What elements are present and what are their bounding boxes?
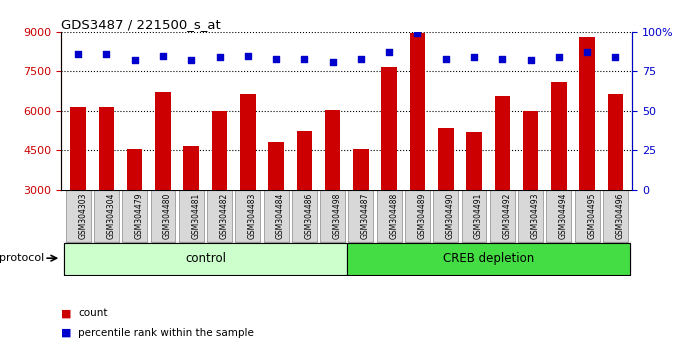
Point bbox=[384, 50, 394, 55]
Point bbox=[186, 57, 197, 63]
Text: CREB depletion: CREB depletion bbox=[443, 252, 534, 265]
FancyBboxPatch shape bbox=[348, 190, 373, 242]
Text: GSM304495: GSM304495 bbox=[587, 193, 596, 239]
Bar bbox=[410, 33, 425, 190]
FancyBboxPatch shape bbox=[122, 190, 147, 242]
Bar bbox=[211, 111, 227, 190]
FancyBboxPatch shape bbox=[462, 190, 486, 242]
FancyBboxPatch shape bbox=[575, 190, 600, 242]
Point bbox=[158, 53, 169, 58]
Bar bbox=[71, 107, 86, 190]
Text: GSM304494: GSM304494 bbox=[559, 193, 568, 239]
Bar bbox=[127, 149, 143, 190]
Text: GSM304493: GSM304493 bbox=[530, 193, 540, 239]
Point bbox=[469, 54, 479, 60]
Text: GSM304490: GSM304490 bbox=[446, 193, 455, 239]
Bar bbox=[608, 94, 623, 190]
FancyBboxPatch shape bbox=[603, 190, 628, 242]
FancyBboxPatch shape bbox=[320, 190, 345, 242]
FancyBboxPatch shape bbox=[264, 190, 288, 242]
Bar bbox=[494, 96, 510, 190]
FancyBboxPatch shape bbox=[433, 190, 458, 242]
Text: GSM304479: GSM304479 bbox=[135, 193, 143, 239]
Text: GSM304487: GSM304487 bbox=[361, 193, 370, 239]
Point bbox=[356, 56, 367, 62]
Point bbox=[497, 56, 508, 62]
FancyBboxPatch shape bbox=[347, 243, 630, 275]
Point bbox=[129, 57, 140, 63]
FancyBboxPatch shape bbox=[405, 190, 430, 242]
Point bbox=[610, 54, 621, 60]
Text: ■: ■ bbox=[61, 328, 71, 338]
Point bbox=[214, 54, 225, 60]
Text: GSM304498: GSM304498 bbox=[333, 193, 341, 239]
Bar bbox=[551, 82, 566, 190]
Point bbox=[554, 54, 564, 60]
Text: control: control bbox=[185, 252, 226, 265]
Bar bbox=[523, 111, 539, 190]
Text: GSM304304: GSM304304 bbox=[107, 193, 116, 239]
Text: GSM304480: GSM304480 bbox=[163, 193, 172, 239]
Bar bbox=[296, 131, 312, 190]
Point bbox=[581, 50, 592, 55]
Point bbox=[441, 56, 452, 62]
FancyBboxPatch shape bbox=[66, 190, 90, 242]
FancyBboxPatch shape bbox=[179, 190, 204, 242]
FancyBboxPatch shape bbox=[150, 190, 175, 242]
Point bbox=[525, 57, 536, 63]
Text: percentile rank within the sample: percentile rank within the sample bbox=[78, 328, 254, 338]
Text: GSM304489: GSM304489 bbox=[418, 193, 426, 239]
Text: GSM304492: GSM304492 bbox=[503, 193, 511, 239]
FancyBboxPatch shape bbox=[64, 243, 630, 275]
Bar bbox=[579, 37, 595, 190]
Point bbox=[101, 51, 112, 57]
FancyBboxPatch shape bbox=[377, 190, 402, 242]
Point bbox=[327, 59, 338, 65]
Text: GSM304484: GSM304484 bbox=[276, 193, 285, 239]
Bar bbox=[381, 67, 397, 190]
Point bbox=[412, 30, 423, 36]
FancyBboxPatch shape bbox=[292, 190, 317, 242]
Bar bbox=[155, 92, 171, 190]
FancyBboxPatch shape bbox=[518, 190, 543, 242]
FancyBboxPatch shape bbox=[64, 243, 347, 275]
Bar bbox=[466, 132, 482, 190]
FancyBboxPatch shape bbox=[547, 190, 571, 242]
Point bbox=[299, 56, 310, 62]
FancyBboxPatch shape bbox=[94, 190, 119, 242]
Bar bbox=[269, 143, 284, 190]
FancyBboxPatch shape bbox=[235, 190, 260, 242]
Point bbox=[242, 53, 253, 58]
Bar bbox=[240, 94, 256, 190]
Text: GSM304496: GSM304496 bbox=[615, 193, 624, 239]
FancyBboxPatch shape bbox=[207, 190, 232, 242]
Bar bbox=[438, 128, 454, 190]
Point bbox=[271, 56, 282, 62]
Text: GSM304303: GSM304303 bbox=[78, 193, 87, 239]
Text: GSM304488: GSM304488 bbox=[389, 193, 398, 239]
Bar bbox=[99, 107, 114, 190]
Bar bbox=[353, 149, 369, 190]
Text: GSM304482: GSM304482 bbox=[220, 193, 228, 239]
Text: ■: ■ bbox=[61, 308, 71, 318]
Text: GSM304481: GSM304481 bbox=[191, 193, 201, 239]
Bar bbox=[184, 147, 199, 190]
Point bbox=[73, 51, 84, 57]
Text: protocol: protocol bbox=[0, 253, 44, 263]
Text: count: count bbox=[78, 308, 107, 318]
Text: GDS3487 / 221500_s_at: GDS3487 / 221500_s_at bbox=[61, 18, 221, 31]
Bar bbox=[325, 110, 341, 190]
FancyBboxPatch shape bbox=[490, 190, 515, 242]
Text: GSM304491: GSM304491 bbox=[474, 193, 483, 239]
Text: GSM304486: GSM304486 bbox=[305, 193, 313, 239]
Text: GSM304483: GSM304483 bbox=[248, 193, 257, 239]
